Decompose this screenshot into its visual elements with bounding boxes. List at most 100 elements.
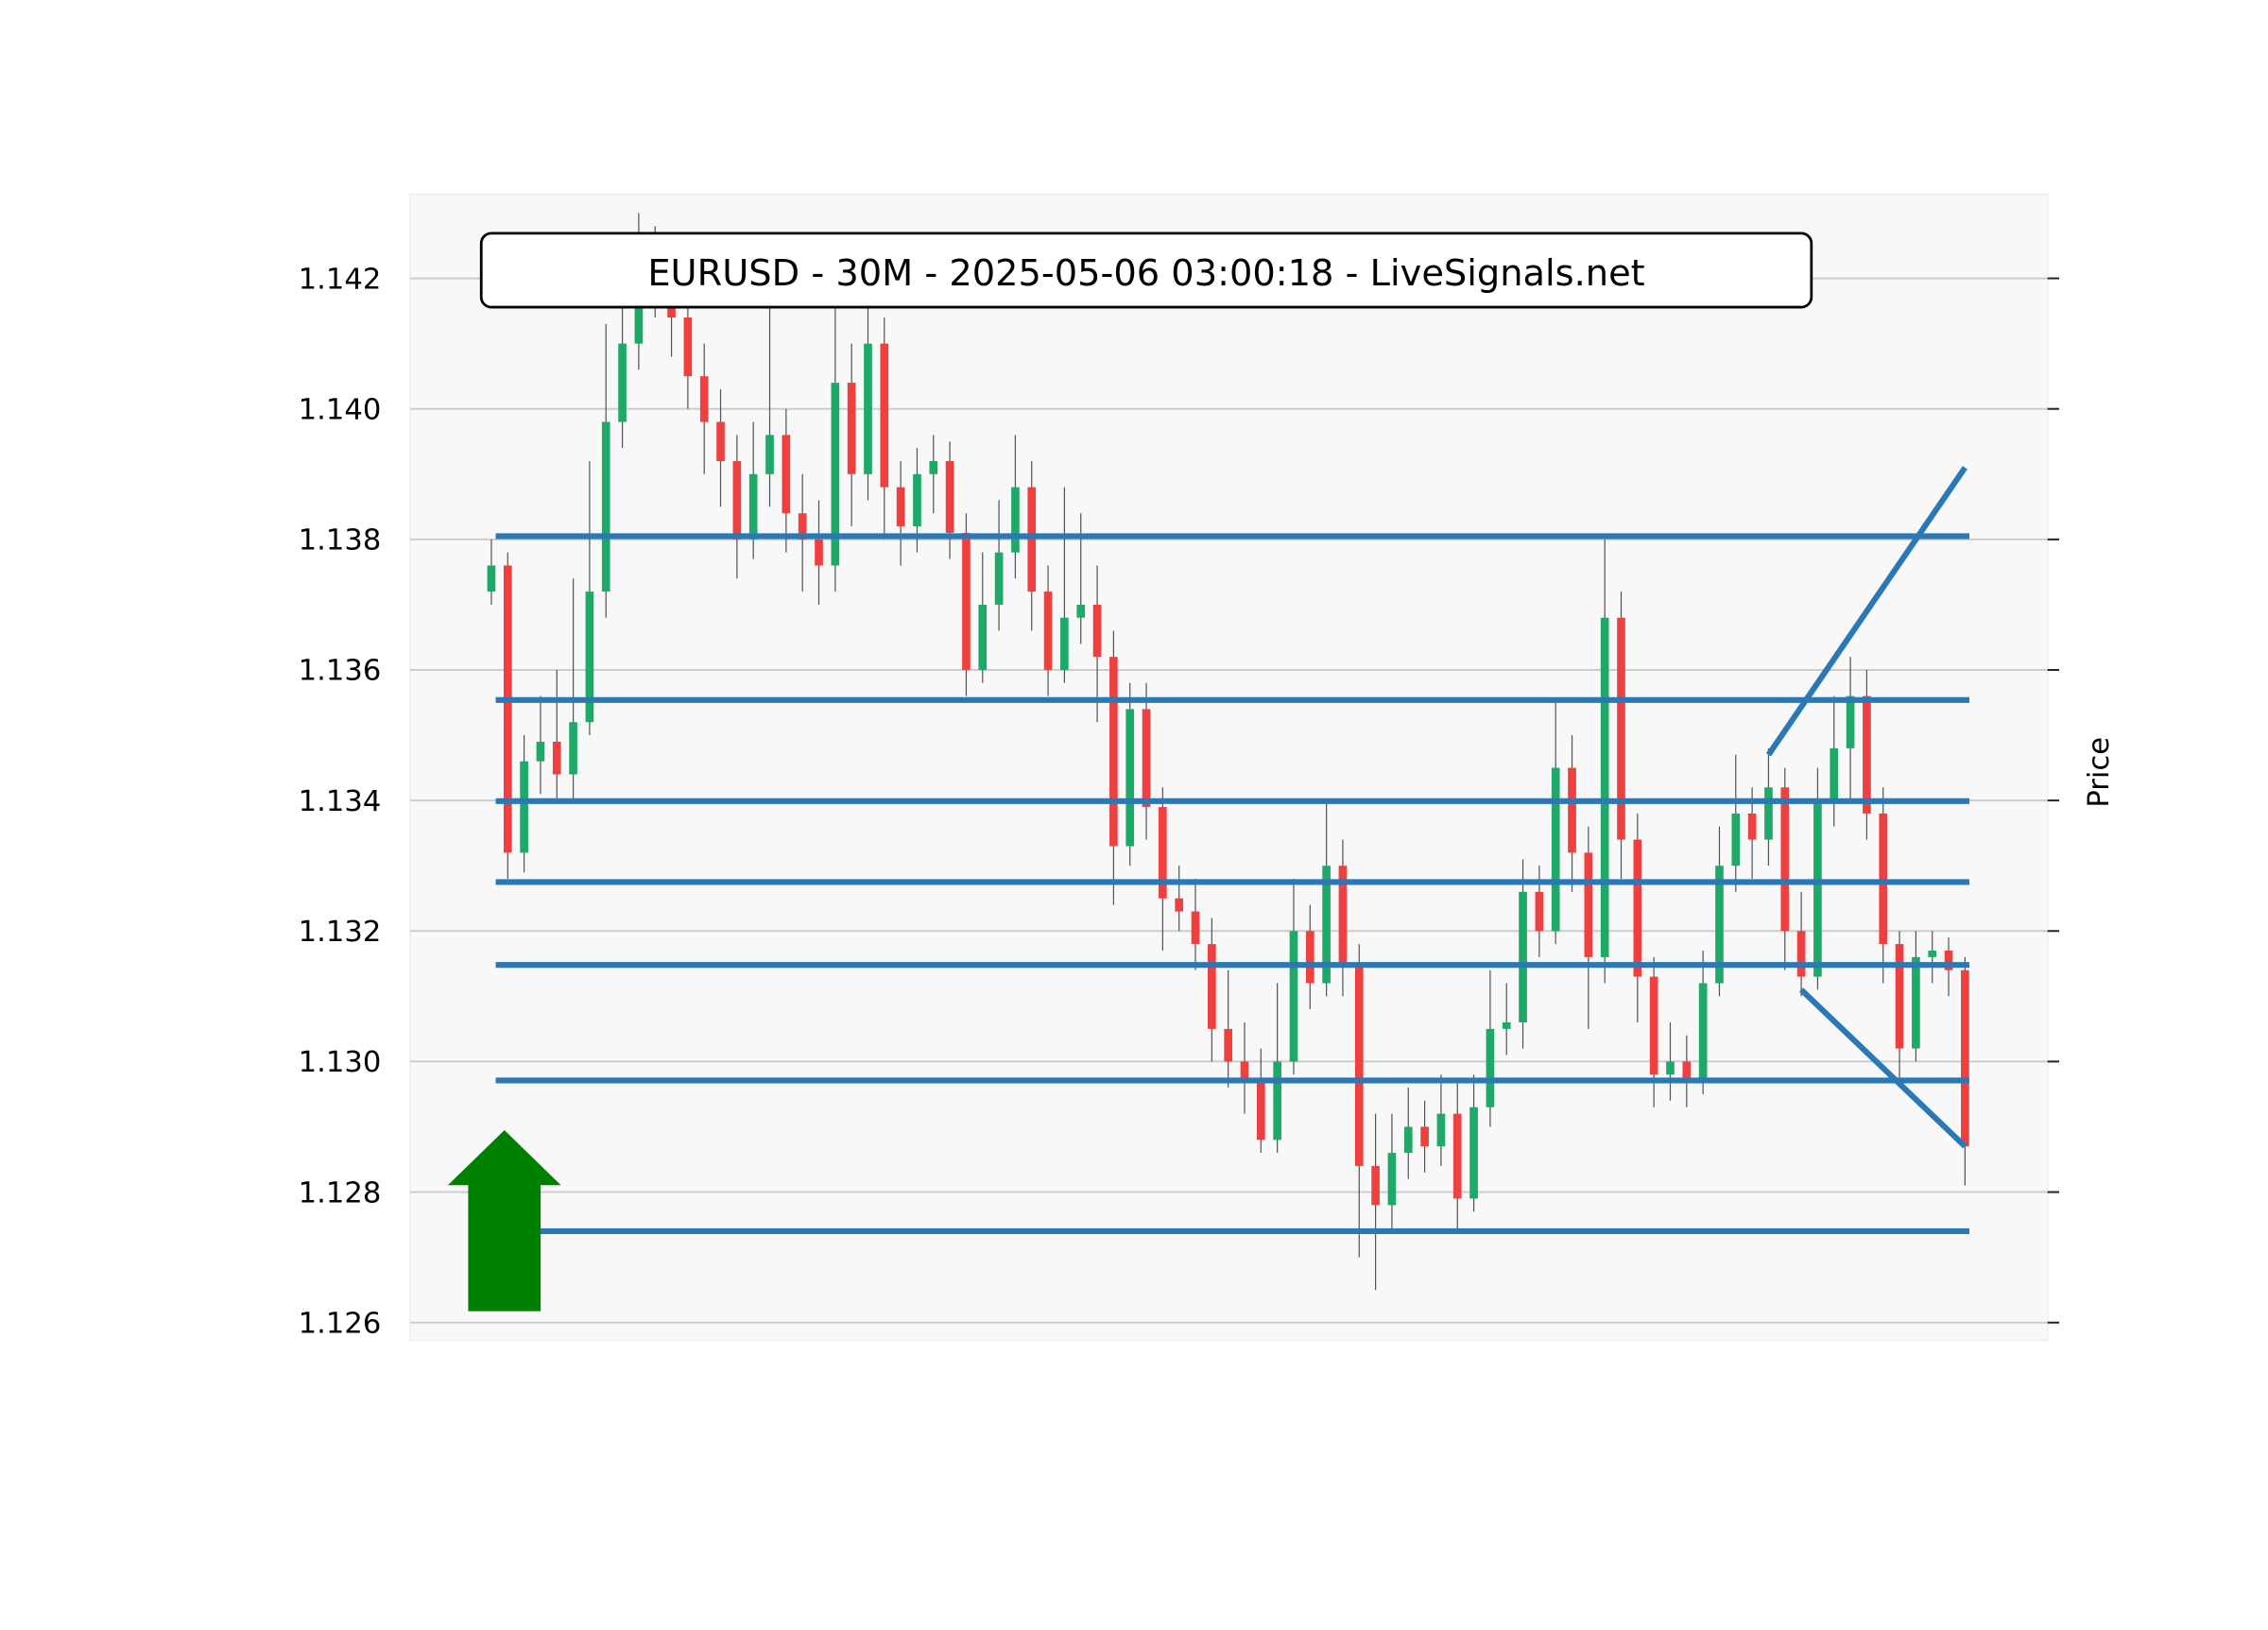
candle-body (520, 761, 528, 853)
candle-body (1420, 1126, 1429, 1147)
candle-body (1256, 1081, 1265, 1141)
candle-body (1617, 617, 1625, 840)
candle-body (1159, 807, 1167, 899)
chart-title: EURUSD - 30M - 2025-05-06 03:00:18 - Liv… (647, 252, 1644, 295)
candle-body (864, 343, 872, 474)
candle-body (1371, 1165, 1380, 1206)
plot-area (409, 193, 2049, 1342)
y-tick-label: 1.138 (299, 524, 382, 558)
candle-body (1027, 487, 1037, 592)
trend-line (1765, 466, 1967, 757)
candle-body (1043, 592, 1053, 670)
candle-body (1289, 931, 1298, 1062)
candle-body (1830, 747, 1839, 801)
candle-body (1191, 911, 1200, 945)
candle-body (1551, 767, 1560, 932)
candle-body (978, 604, 988, 670)
candle-body (1142, 709, 1151, 808)
candle-body (1600, 617, 1609, 957)
candle-body (798, 513, 807, 540)
y-tick-label: 1.142 (299, 263, 382, 296)
candle-body (1338, 866, 1348, 964)
candle-body (1863, 695, 1871, 814)
candle-body (994, 552, 1004, 605)
candle-body (1436, 1113, 1446, 1147)
y-tick-label: 1.136 (299, 655, 382, 688)
candle-body (1452, 1113, 1462, 1199)
candle-body (896, 487, 905, 527)
candle-body (1698, 983, 1708, 1082)
candle-body (929, 460, 938, 474)
candle-body (1469, 1107, 1478, 1199)
candle-body (1813, 800, 1822, 977)
trend-line (1798, 987, 1967, 1149)
candle-body (831, 383, 840, 566)
candle-body (1666, 1061, 1675, 1075)
candle-body (1633, 839, 1642, 977)
candle-body (1240, 1061, 1249, 1082)
candle-body (880, 343, 889, 488)
candle-body (585, 592, 594, 723)
candle-body (1961, 969, 1969, 1147)
y-tick-label: 1.130 (299, 1046, 382, 1079)
candle-body (962, 532, 971, 670)
candle-body (1273, 1061, 1281, 1141)
candle-body (782, 435, 791, 514)
candle-body (1322, 866, 1331, 984)
candle-body (536, 741, 545, 762)
candle-body (1895, 944, 1904, 1049)
y-tick-label: 1.134 (299, 785, 382, 818)
y-tick-label: 1.128 (299, 1176, 382, 1210)
candle-body (552, 741, 561, 775)
candle-body (1584, 852, 1593, 957)
candle-body (699, 376, 709, 422)
candle-body (913, 473, 921, 527)
candle-body (1928, 950, 1937, 957)
candle-body (1796, 931, 1806, 977)
candle-body (1403, 1126, 1413, 1154)
candle-body (1387, 1153, 1397, 1206)
candle-body (1682, 1061, 1692, 1082)
candle-body (683, 317, 693, 377)
candle-body (1125, 709, 1135, 847)
candle-body (1109, 657, 1118, 847)
candle-body (1208, 944, 1216, 1029)
candle-body (1715, 866, 1724, 984)
candle-body (1747, 813, 1757, 840)
y-tick-label: 1.126 (299, 1307, 382, 1340)
candle-body (732, 460, 742, 540)
candle-body (1731, 813, 1741, 866)
candle-body (1092, 604, 1102, 658)
candle-body (1175, 898, 1184, 912)
signal-arrow (447, 1130, 561, 1312)
candle-body (847, 383, 856, 474)
candle-body (1305, 931, 1314, 984)
candle-body (1780, 787, 1790, 932)
y-axis-label: Price (2083, 737, 2116, 808)
candle-body (1502, 1021, 1511, 1029)
candle-body (1568, 767, 1576, 853)
candle-body (716, 421, 725, 461)
candle-body (748, 473, 758, 540)
candle-body (487, 565, 496, 592)
candle-body (1486, 1028, 1495, 1107)
candle-body (815, 539, 823, 566)
candle-body (601, 421, 610, 592)
candle-body (1912, 956, 1920, 1049)
y-tick-label: 1.140 (299, 393, 382, 426)
candle-body (1224, 1028, 1232, 1062)
candle-body (1846, 695, 1855, 748)
candle-body (1764, 787, 1773, 840)
candle-body (765, 435, 774, 474)
candle-body (1076, 604, 1086, 618)
candle-body (1879, 813, 1888, 945)
title-box (479, 232, 1813, 309)
candle-body (569, 722, 577, 775)
y-tick-label: 1.132 (299, 916, 382, 949)
candle-body (1535, 891, 1544, 932)
candle-body (503, 565, 512, 853)
candle-body (1649, 976, 1658, 1075)
candle-body (1944, 950, 1953, 970)
candle-body (945, 460, 954, 533)
